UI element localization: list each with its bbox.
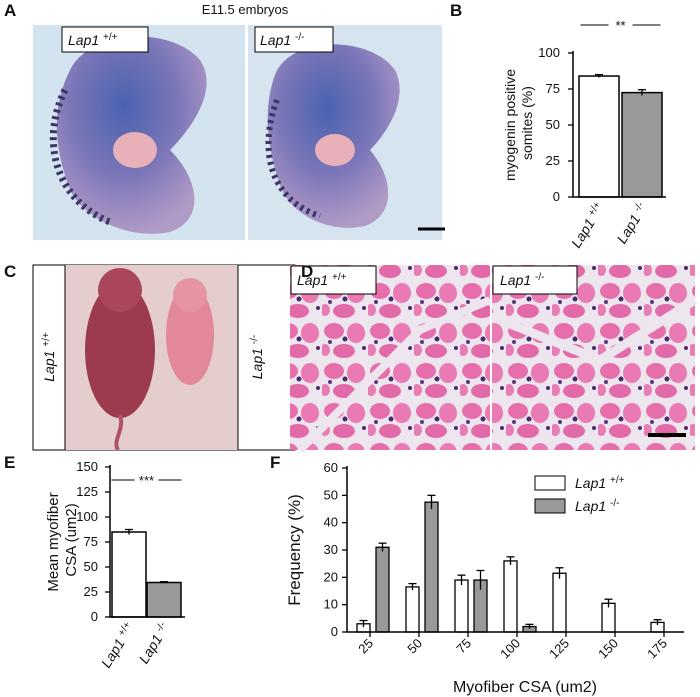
x-axis-label: Myofiber CSA (um2) [453,679,597,696]
bar [424,501,439,633]
pup-image [32,264,296,452]
y-tick-label: 0 [91,609,98,624]
y-tick-label: 150 [76,459,98,474]
y-tick-label: 50 [546,117,560,132]
panel-letter: A [4,1,16,20]
bar [454,579,469,633]
y-tick-label: 75 [84,534,98,549]
genotype-label: Lap1 -/- [500,272,545,289]
bar [552,572,567,633]
genotype-label: Lap1 +/+ [297,272,347,289]
panel-letter: F [270,453,280,472]
y-axis-label: Frequency (%) [285,494,304,605]
y-tick-label: 125 [76,484,98,499]
x-tick-label: 100 [497,636,523,662]
axis [109,465,185,618]
significance: ** [615,18,625,33]
y-tick-label: 20 [324,569,338,584]
panel-letter: D [301,262,313,281]
x-tick-label: 175 [644,636,670,662]
x-tick-label: 125 [546,636,572,662]
y-tick-label: 25 [546,153,560,168]
legend-label: Lap1 -/- [575,498,620,515]
y-tick-label: 100 [538,45,560,60]
label-box [61,26,334,53]
x-tick-label: Lap1 +/+ [97,620,137,671]
panel-letter: E [4,453,15,472]
x-tick-label: 75 [453,636,474,657]
bar [146,581,182,618]
y-tick-label: 30 [324,542,338,557]
x-tick-label: Lap1 -/- [135,620,173,666]
y-tick-label: 25 [84,584,98,599]
significance: *** [139,473,154,488]
x-tick-label: Lap1 +/+ [567,200,607,251]
panel-letter: C [4,262,16,281]
y-axis-label: myogenin positive somites (%) [502,69,535,181]
axis [572,51,666,198]
genotype-label: Lap1 +/+ [68,32,118,49]
panel-letter: B [450,1,462,20]
y-tick-label: 100 [76,509,98,524]
embryo-images [33,25,445,240]
legend-swatch [534,475,566,491]
axis [346,466,684,633]
y-tick-label: 75 [546,81,560,96]
y-tick-label: 0 [553,189,560,204]
legend-swatch [534,498,566,514]
y-tick-label: 0 [331,624,338,639]
y-tick-label: 60 [324,460,338,475]
x-tick-label: 150 [595,636,621,662]
bar [111,531,147,618]
genotype-label: Lap1 -/- [260,32,305,49]
bar [578,75,620,198]
y-axis-label: Mean myofiber CSA (um2) [45,492,80,591]
bar [375,546,390,633]
y-tick-label: 50 [84,559,98,574]
x-tick-label: 50 [404,636,425,657]
y-tick-label: 10 [324,597,338,612]
y-tick-label: 50 [324,487,338,502]
genotype-label: Lap1 -/- [249,335,266,380]
genotype-label: Lap1 +/+ [41,332,58,382]
panel-title: E11.5 embryos [202,2,289,17]
histology-image [290,265,698,453]
y-tick-label: 40 [324,515,338,530]
bar [621,91,663,198]
bar [405,586,420,633]
legend-label: Lap1 +/+ [575,475,625,492]
x-tick-label: Lap1 -/- [613,200,651,246]
bar [601,602,616,633]
bar [503,560,518,633]
x-tick-label: 25 [355,636,376,657]
